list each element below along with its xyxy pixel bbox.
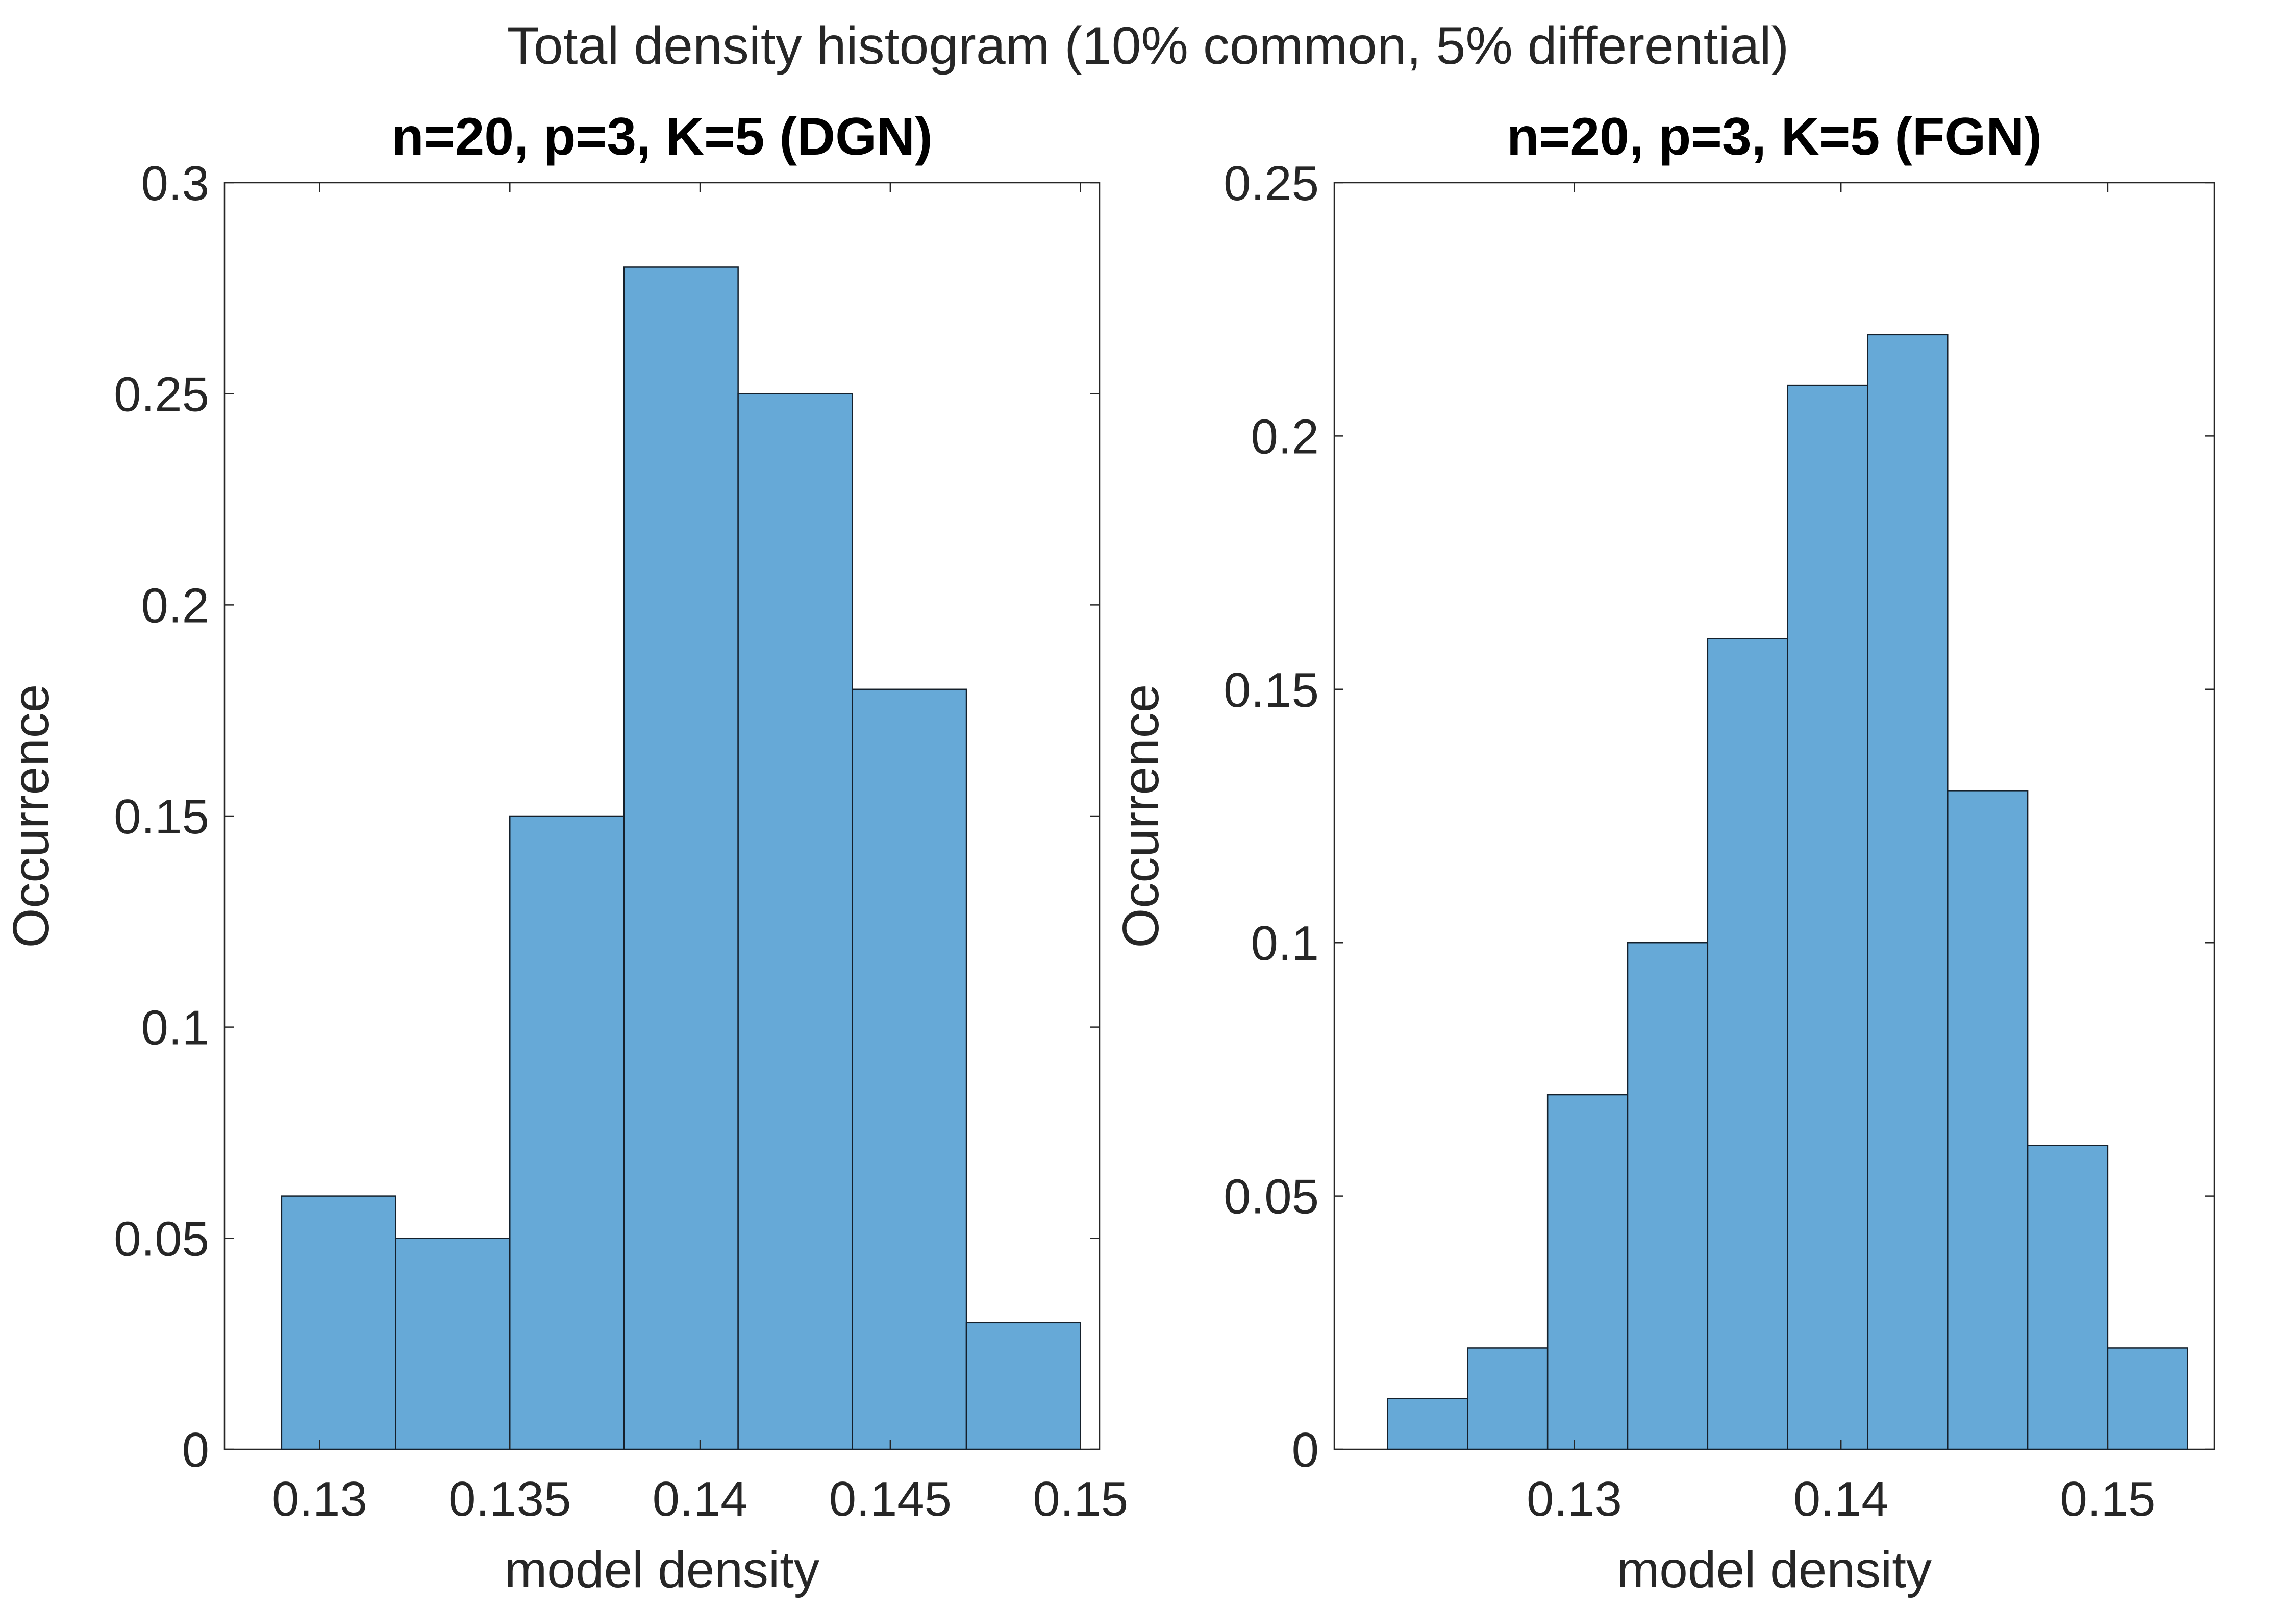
histogram-bar [1387,1398,1468,1450]
x-tick-label: 0.14 [1793,1472,1889,1526]
histogram-bar [2027,1145,2109,1450]
histogram-bar [1707,638,1788,1450]
histogram-bar [281,1195,396,1450]
histogram-bar [1467,1347,1549,1450]
y-tick-label: 0.05 [114,1212,209,1266]
y-axis-label: Occurrence [1112,684,1169,948]
histogram-bar [1947,790,2029,1450]
y-tick-label: 0.25 [114,367,209,422]
subplot-title: n=20, p=3, K=5 (FGN) [1507,107,2042,166]
histogram-bar [1867,334,1949,1450]
x-tick-label: 0.135 [448,1472,571,1526]
right-histogram-panel: 0.13 0.14 0.15 0 0.05 0.1 0.15 0.2 0.25 n=20, p=3… [1112,107,2215,1598]
y-tick-label: 0.15 [1224,663,1319,718]
y-tick-label: 0.25 [1224,156,1319,211]
x-tick-label: 0.13 [1527,1472,1622,1526]
x-tick-label: 0.15 [2060,1472,2155,1526]
y-tick-label: 0.2 [141,578,209,633]
figure-title: Total density histogram (10% common, 5% … [507,16,1789,76]
y-tick-label: 0.15 [114,789,209,844]
x-axis-label: model density [505,1541,819,1598]
histogram-bar [852,688,967,1450]
y-tick-label: 0.05 [1224,1170,1319,1224]
histogram-bar [965,1322,1081,1450]
histogram-bar [1787,384,1868,1450]
histogram-bar [395,1238,511,1450]
histogram-bar [2107,1347,2188,1450]
y-tick-label: 0 [182,1423,209,1477]
y-tick-label: 0.1 [141,1001,209,1055]
x-tick-label: 0.15 [1033,1472,1128,1526]
y-axis-label: Occurrence [3,684,60,948]
histogram-bar [1627,942,1709,1450]
histogram-bar [1546,1094,1629,1450]
histogram-bar [509,815,625,1450]
y-tick-label: 0.3 [141,156,209,211]
x-tick-label: 0.145 [829,1472,952,1526]
x-axis-label: model density [1617,1541,1932,1598]
y-tick-label: 0.1 [1251,916,1319,971]
left-histogram-panel: 0.13 0.135 0.14 0.145 0.15 0 0.05 0.1 0.15 0.2 0.2… [3,107,1128,1598]
y-tick-label: 0.2 [1251,409,1319,464]
x-tick-label: 0.14 [653,1472,748,1526]
x-tick-label: 0.13 [272,1472,367,1526]
histogram-bar [737,393,853,1450]
y-tick-label: 0 [1292,1423,1319,1477]
subplot-title: n=20, p=3, K=5 (DGN) [391,107,933,166]
histogram-bar [623,266,739,1450]
